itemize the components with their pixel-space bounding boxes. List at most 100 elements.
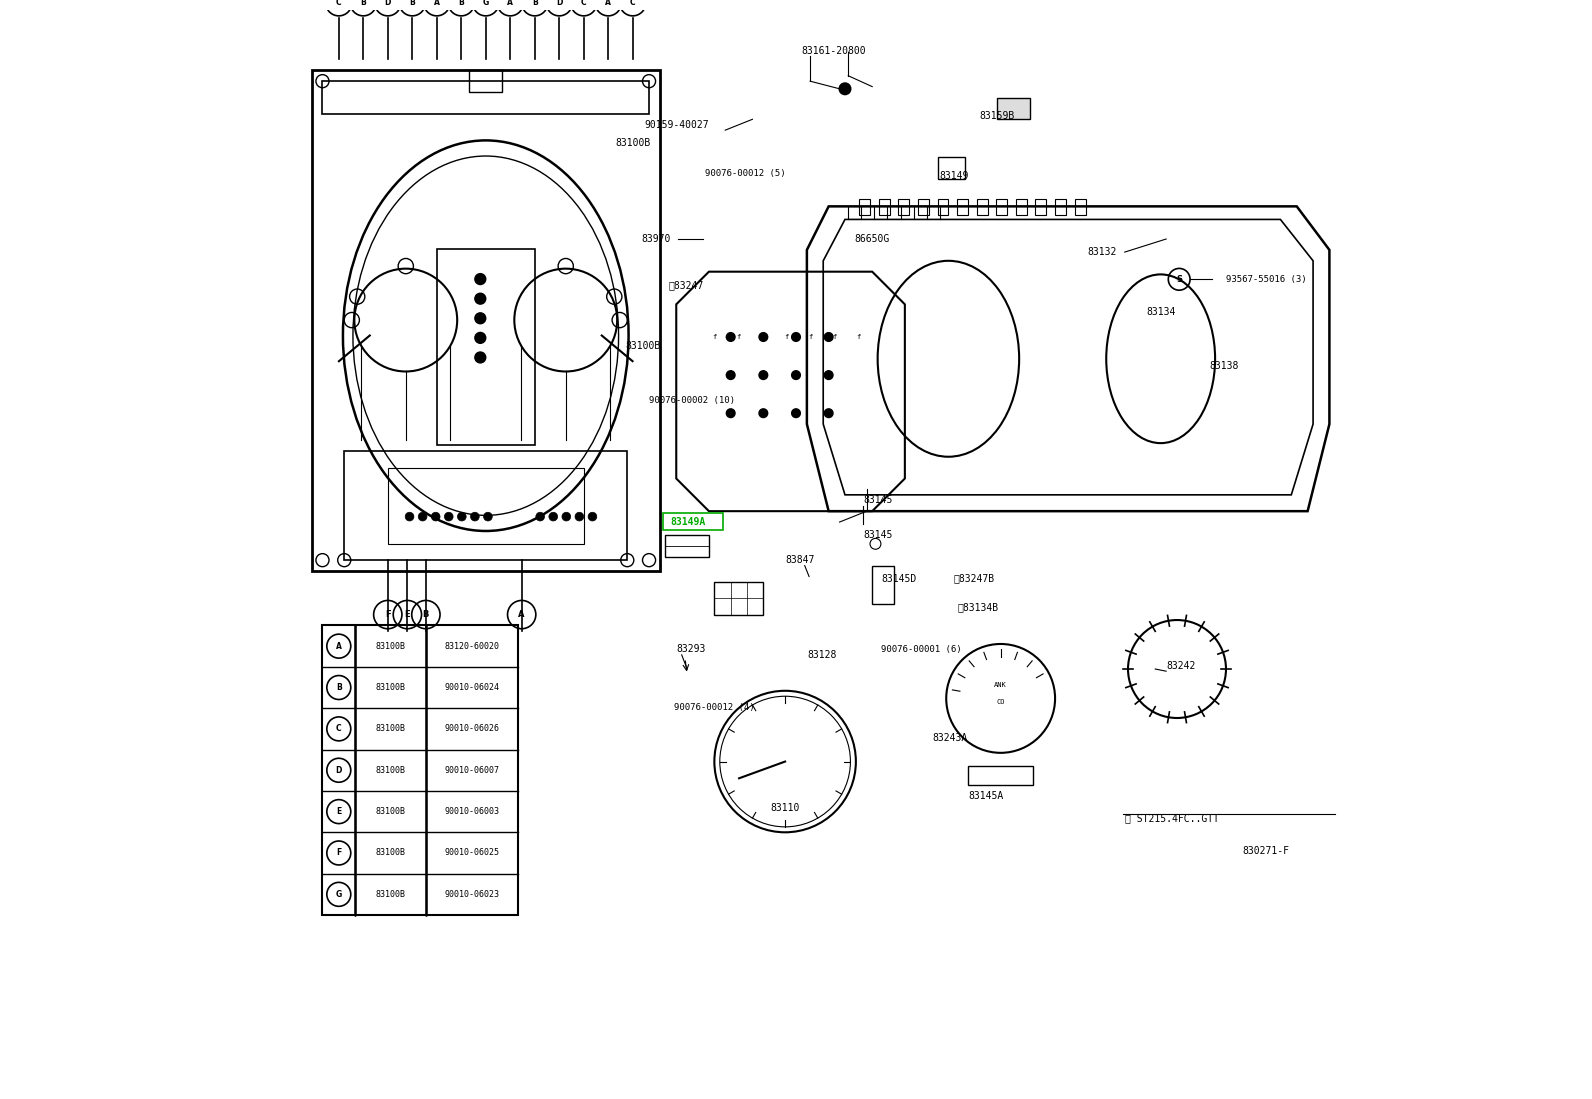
Text: 83134: 83134 (1146, 307, 1176, 317)
Text: C: C (336, 724, 342, 733)
Text: E: E (404, 610, 411, 619)
Circle shape (537, 512, 544, 521)
Text: F: F (336, 848, 341, 857)
Text: A: A (435, 0, 439, 8)
Circle shape (474, 313, 486, 324)
Text: f: f (809, 334, 812, 340)
Text: G: G (336, 890, 342, 899)
Text: B: B (409, 0, 416, 8)
Text: 83100B: 83100B (376, 642, 406, 651)
Text: 83100B: 83100B (626, 341, 661, 351)
Text: B: B (360, 0, 366, 8)
Circle shape (562, 512, 570, 521)
Text: C: C (336, 0, 342, 8)
Text: 90010-06003: 90010-06003 (444, 807, 500, 817)
Circle shape (791, 409, 801, 418)
Text: ※83134B: ※83134B (957, 602, 998, 612)
Text: 83145: 83145 (863, 496, 893, 506)
Text: B: B (336, 682, 342, 692)
Circle shape (759, 370, 767, 379)
Text: 83110: 83110 (771, 803, 799, 813)
Circle shape (791, 333, 801, 342)
Circle shape (471, 512, 479, 521)
Text: B: B (423, 610, 430, 619)
Text: 83100B: 83100B (615, 138, 651, 148)
Text: 93567-55016 (3): 93567-55016 (3) (1226, 275, 1307, 284)
Text: f: f (833, 334, 836, 340)
Text: B: B (458, 0, 465, 8)
Text: D: D (385, 0, 392, 8)
Text: 83293: 83293 (677, 644, 705, 654)
Text: 83100B: 83100B (376, 766, 406, 775)
Text: G: G (482, 0, 489, 8)
Circle shape (839, 82, 852, 96)
FancyBboxPatch shape (997, 98, 1030, 120)
Circle shape (726, 409, 736, 418)
Text: ※ ST215.4FC..GTT: ※ ST215.4FC..GTT (1126, 813, 1219, 823)
Text: 83243A: 83243A (931, 733, 968, 743)
Text: 83145A: 83145A (968, 791, 1003, 801)
Circle shape (484, 512, 492, 521)
Text: A: A (508, 0, 513, 8)
Text: 83242: 83242 (1165, 660, 1196, 670)
Text: ANK: ANK (995, 682, 1008, 688)
Circle shape (474, 274, 486, 285)
Circle shape (474, 352, 486, 363)
Text: 83128: 83128 (807, 650, 836, 659)
Circle shape (419, 512, 427, 521)
Circle shape (444, 512, 454, 521)
Text: f: f (856, 334, 860, 340)
Text: D: D (556, 0, 562, 8)
Text: 90159-40027: 90159-40027 (643, 120, 708, 130)
Text: 830271-F: 830271-F (1242, 846, 1290, 856)
Text: 83159B: 83159B (979, 111, 1016, 121)
Text: 86650G: 86650G (855, 234, 890, 244)
Text: E: E (336, 807, 341, 817)
Text: f: f (785, 334, 788, 340)
Text: 90010-06023: 90010-06023 (444, 890, 500, 899)
Text: C: C (630, 0, 635, 8)
Text: 90076-00001 (6): 90076-00001 (6) (880, 645, 962, 654)
Text: S: S (1176, 275, 1183, 284)
Circle shape (431, 512, 439, 521)
Text: 83161-20800: 83161-20800 (802, 46, 866, 56)
Circle shape (587, 512, 597, 521)
Circle shape (825, 333, 833, 342)
Text: f: f (712, 334, 716, 340)
Text: 83100B: 83100B (376, 890, 406, 899)
Text: B: B (532, 0, 538, 8)
Text: A: A (519, 610, 525, 619)
Circle shape (474, 293, 486, 304)
Text: 83100B: 83100B (376, 682, 406, 692)
Text: A: A (336, 642, 342, 651)
Circle shape (791, 370, 801, 379)
Circle shape (549, 512, 557, 521)
Text: CO: CO (997, 699, 1005, 704)
Text: 83120-60020: 83120-60020 (444, 642, 500, 651)
Text: f: f (736, 334, 740, 340)
Text: 83145: 83145 (863, 530, 893, 540)
Circle shape (406, 512, 414, 521)
Circle shape (825, 370, 833, 379)
Circle shape (759, 409, 767, 418)
Text: 90010-06024: 90010-06024 (444, 682, 500, 692)
Circle shape (726, 333, 736, 342)
Circle shape (457, 512, 466, 521)
Text: 90076-00012 (5): 90076-00012 (5) (705, 169, 785, 178)
Text: 83970: 83970 (642, 234, 670, 244)
Text: f: f (759, 334, 764, 340)
Circle shape (474, 332, 486, 343)
Text: 83100B: 83100B (376, 724, 406, 733)
Text: 83100B: 83100B (376, 807, 406, 817)
Text: 90010-06025: 90010-06025 (444, 848, 500, 857)
Circle shape (726, 370, 736, 379)
Text: 83138: 83138 (1210, 362, 1239, 371)
Text: 83847: 83847 (785, 555, 815, 565)
Text: 90076-00012 (4): 90076-00012 (4) (673, 702, 755, 712)
Text: 90076-00002 (10): 90076-00002 (10) (650, 396, 736, 404)
Text: 90010-06007: 90010-06007 (444, 766, 500, 775)
Text: C: C (581, 0, 586, 8)
Circle shape (759, 333, 767, 342)
Text: A: A (605, 0, 611, 8)
Text: D: D (336, 766, 342, 775)
